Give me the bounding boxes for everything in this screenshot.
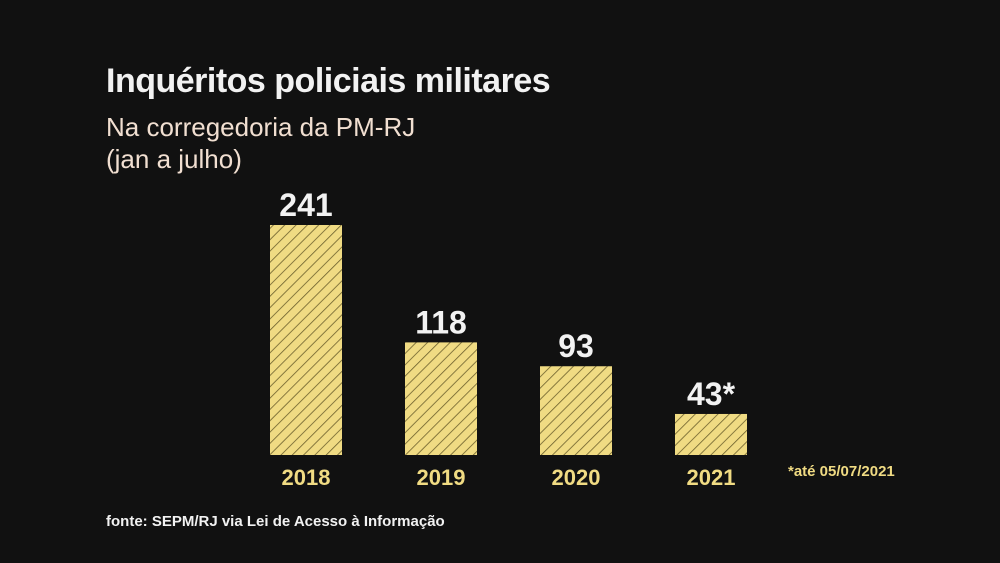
source-note: fonte: SEPM/RJ via Lei de Acesso à Infor… [106, 513, 445, 530]
value-labels-layer: 241 118 93 43* [279, 187, 735, 412]
x-tick-label-2021: 2021 [687, 465, 736, 490]
subtitle-line-1: Na corregedoria da PM-RJ [106, 112, 416, 142]
value-label-2020: 93 [558, 328, 594, 364]
value-label-2018: 241 [279, 187, 332, 223]
value-label-2019: 118 [415, 304, 467, 340]
chart-title: Inquéritos policiais militares [106, 62, 551, 100]
x-tick-label-2018: 2018 [282, 465, 331, 490]
bar-2018 [270, 225, 342, 455]
value-label-2021: 43* [687, 376, 736, 412]
footnote: *até 05/07/2021 [788, 463, 895, 480]
x-axis-ticks: 2018 2019 2020 2021 [282, 465, 736, 490]
bars-layer [270, 225, 747, 455]
chart-subtitle: Na corregedoria da PM-RJ (jan a julho) [106, 111, 415, 175]
x-tick-label-2020: 2020 [552, 465, 601, 490]
x-tick-label-2019: 2019 [417, 465, 466, 490]
bar-2019 [405, 342, 477, 455]
subtitle-line-2: (jan a julho) [106, 144, 242, 174]
bar-2020 [540, 366, 612, 455]
bar-2021 [675, 413, 747, 455]
